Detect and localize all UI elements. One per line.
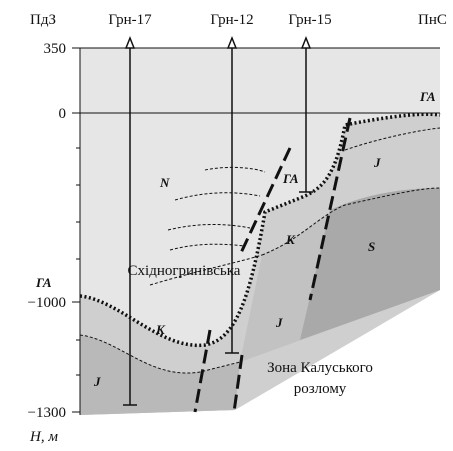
- stratum-label: K: [155, 322, 166, 337]
- stratum-label: J: [275, 315, 283, 330]
- horizon-label: ГА: [35, 275, 52, 290]
- horizon-label: ГА: [282, 171, 299, 186]
- stratum-label: J: [373, 155, 381, 170]
- header-left: ПдЗ: [30, 12, 56, 28]
- stratum-label: S: [368, 239, 375, 254]
- well-label: Грн-17: [108, 12, 152, 28]
- field-label: Східногринівська: [128, 263, 241, 279]
- tick-label: 350: [44, 41, 67, 57]
- stratum-label: J: [93, 374, 101, 389]
- cross-section: 350 0 −1000 −1300 H, м ПдЗ ПнС Грн-17 Гр…: [0, 0, 453, 451]
- stratum-label: K: [285, 232, 296, 247]
- axis-label: H, м: [29, 429, 58, 445]
- fault-label: розлому: [294, 381, 347, 397]
- fault-label: Зона Калуського: [267, 360, 373, 376]
- stratum-label: N: [159, 175, 170, 190]
- header-right: ПнС: [418, 12, 447, 28]
- well-label: Грн-12: [210, 12, 253, 28]
- tick-label: −1000: [28, 295, 66, 311]
- tick-label: 0: [59, 106, 67, 122]
- horizon-label: ГА: [419, 89, 436, 104]
- tick-label: −1300: [28, 405, 66, 421]
- well-label: Грн-15: [288, 12, 331, 28]
